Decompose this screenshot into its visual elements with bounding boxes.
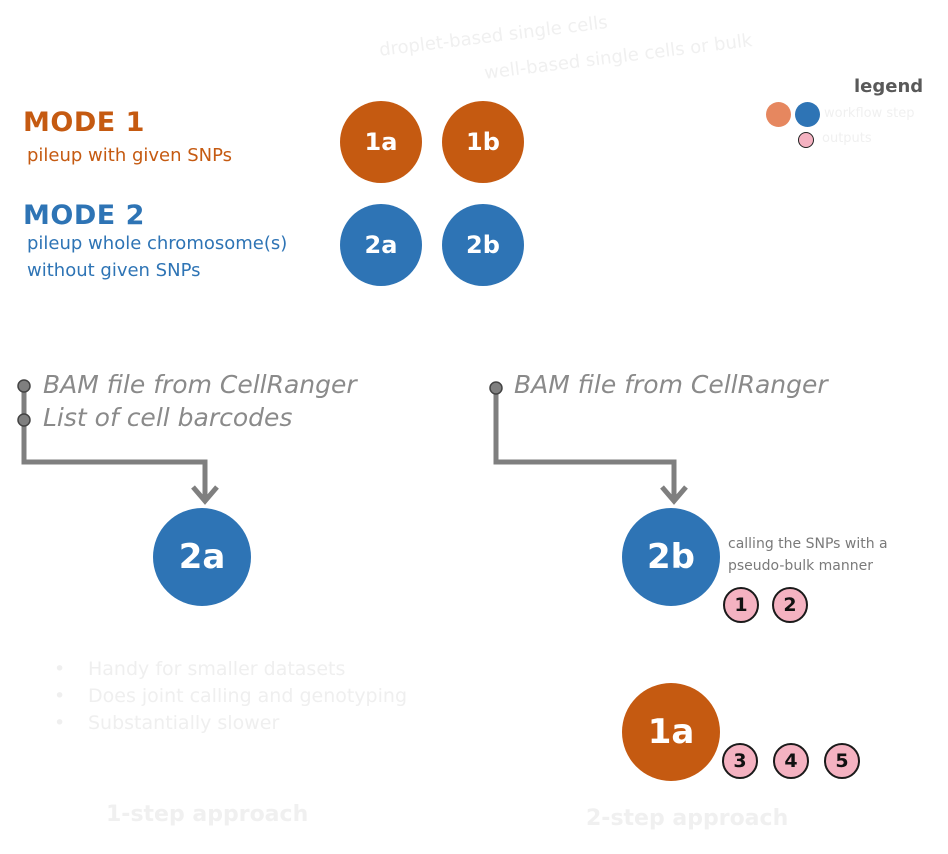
left-input-bam: BAM file from CellRanger	[43, 370, 357, 399]
legend-blue-dot	[795, 102, 820, 127]
mode2-subtitle-line1: pileup whole chromosome(s)	[27, 233, 288, 254]
legend-output-dot	[798, 132, 814, 148]
legend-outputs-label: outputs	[822, 131, 872, 146]
mode1-subtitle: pileup with given SNPs	[27, 145, 233, 166]
right-step1-note-line1: calling the SNPs with a	[728, 536, 888, 552]
step-2b-circle: 2b	[442, 204, 524, 286]
mode1-title: MODE 1	[23, 107, 145, 138]
legend: legend workflow step outputs	[760, 76, 940, 156]
right-arrowhead	[660, 485, 688, 505]
right-footer: 2-step approach	[586, 806, 789, 831]
step-1b-circle: 1b	[442, 101, 524, 183]
left-step-2a-circle: 2a	[153, 508, 251, 606]
bullet-item: Substantially slower	[54, 710, 407, 737]
step-1a-circle: 1a	[340, 101, 422, 183]
legend-orange-dot	[766, 102, 791, 127]
output-2-badge: 2	[772, 587, 808, 623]
bullet-item: Handy for smaller datasets	[54, 656, 407, 683]
output-5-badge: 5	[824, 743, 860, 779]
mode2-subtitle-line2: without given SNPs	[27, 260, 201, 281]
right-step-1a-circle: 1a	[622, 683, 720, 781]
output-1-badge: 1	[723, 587, 759, 623]
step-2a-circle: 2a	[340, 204, 422, 286]
right-connector	[493, 388, 677, 498]
right-step-2b-circle: 2b	[622, 508, 720, 606]
right-input-dot	[489, 381, 503, 395]
output-4-badge: 4	[773, 743, 809, 779]
left-bullet-list: Handy for smaller datasets Does joint ca…	[54, 656, 407, 737]
mode2-title: MODE 2	[23, 200, 145, 231]
legend-workflow-label: workflow step	[824, 106, 915, 121]
left-arrowhead	[191, 485, 219, 505]
left-input2-dot	[17, 413, 31, 427]
left-input-barcodes: List of cell barcodes	[43, 403, 293, 432]
left-input1-dot	[17, 379, 31, 393]
output-3-badge: 3	[722, 743, 758, 779]
legend-title: legend	[854, 76, 924, 97]
left-footer: 1-step approach	[106, 802, 309, 827]
right-step1-note-line2: pseudo-bulk manner	[728, 558, 873, 574]
right-input-bam: BAM file from CellRanger	[514, 370, 828, 399]
bullet-item: Does joint calling and genotyping	[54, 683, 407, 710]
